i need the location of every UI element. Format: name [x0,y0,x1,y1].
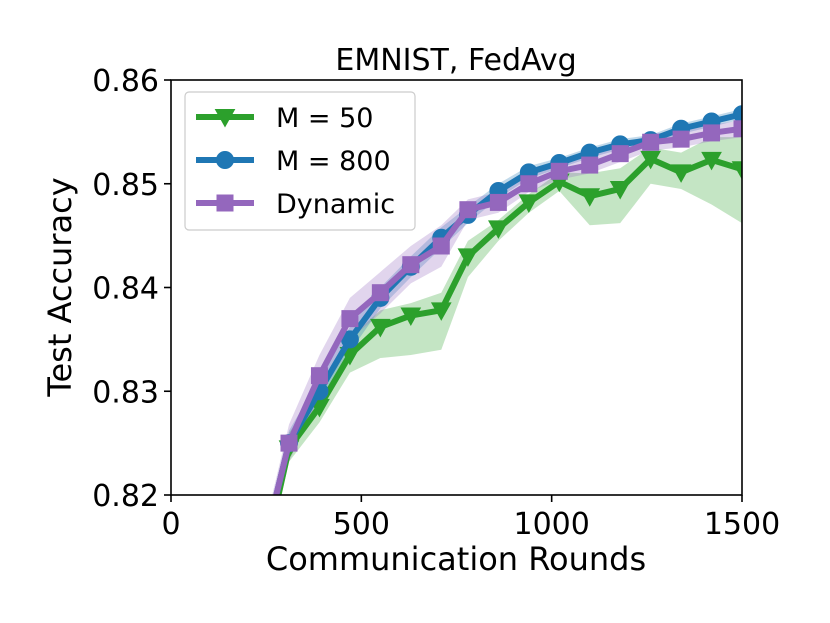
point-dynamic [733,120,742,138]
chart-title: EMNIST, FedAvg [335,43,576,78]
point-m-800 [250,559,267,576]
x-axis-label: Communication Rounds [266,540,646,578]
point-m-50 [609,180,631,200]
point-dynamic [371,284,389,302]
y-axis-label: Test Accuracy [41,177,79,397]
x-tick-label: 0 [161,507,180,542]
y-tick-label: 0.82 [92,479,159,514]
point-dynamic [459,201,477,219]
y-tick-label: 0.85 [92,168,159,203]
point-dynamic [341,310,359,328]
point-m-50 [518,194,540,213]
x-tick-label: 500 [333,507,390,542]
band-m-50 [274,137,742,495]
point-m-50 [670,164,692,183]
legend-marker [214,109,236,128]
point-dynamic [251,560,267,576]
legend-marker [216,194,234,212]
legend-label: M = 800 [276,146,391,177]
point-dynamic [581,156,599,174]
x-tick-label: 1000 [513,507,589,542]
point-dynamic [432,237,450,255]
point-dynamic [703,124,721,142]
point-dynamic [402,256,420,274]
point-dynamic [310,367,328,385]
y-axis-ticks: 0.82 0.83 0.84 0.85 0.86 [92,64,171,514]
y-tick-label: 0.84 [92,272,159,307]
point-dynamic [520,175,538,193]
point-m-50 [457,248,479,267]
legend-entry-m-50: M = 50 [196,103,373,134]
legend-label: M = 50 [276,103,373,134]
y-tick-label: 0.83 [92,375,159,410]
legend-marker [216,151,234,169]
point-m-50 [400,307,422,327]
legend-box [184,91,416,231]
legend: M = 50 M = 800 Dynamic [184,91,416,231]
point-dynamic [611,145,629,163]
point-m-50 [640,150,661,170]
legend-entry-dynamic: Dynamic [196,189,395,220]
point-m-50 [370,318,391,338]
point-m-50 [731,161,742,180]
point-dynamic [642,133,660,151]
legend-label: Dynamic [276,189,395,220]
point-m-50 [488,220,509,239]
point-dynamic [280,434,298,452]
point-m-50 [579,188,601,207]
point-dynamic [489,193,507,211]
x-axis-ticks: 0 500 1000 1500 [161,495,780,542]
series-m-50 [249,150,742,593]
point-dynamic [550,162,568,180]
legend-entry-m-800: M = 800 [196,146,391,177]
y-tick-label: 0.86 [92,64,159,99]
point-m-50 [701,151,722,171]
series-dynamic [251,120,742,576]
point-m-800 [733,105,742,124]
point-dynamic [672,130,690,148]
x-tick-label: 1500 [704,507,780,542]
series-lines [249,105,742,593]
point-m-50 [430,302,452,321]
point-m-50 [249,576,268,593]
